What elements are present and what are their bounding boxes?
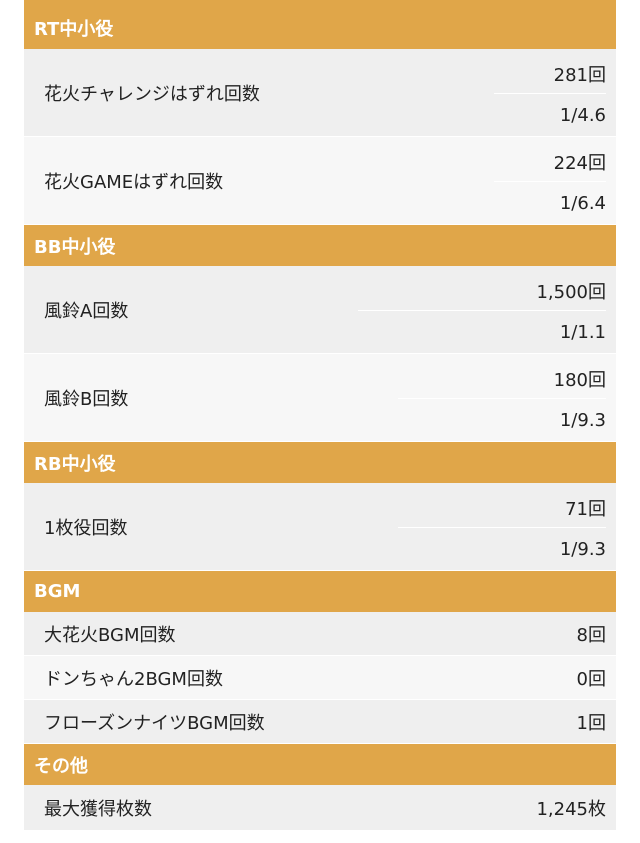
stat-count: 71回 — [565, 499, 606, 520]
stat-label: 最大獲得枚数 — [44, 798, 152, 820]
stat-probability: 1/1.1 — [559, 322, 606, 343]
stat-count: 1,500回 — [536, 282, 606, 303]
stat-label: 1枚役回数 — [44, 518, 128, 539]
stat-probability: 1/9.3 — [559, 410, 606, 431]
section-title: BB中小役 — [34, 236, 116, 258]
section-header-bgm: BGM — [24, 571, 616, 612]
stat-label: フローズンナイツBGM回数 — [44, 712, 265, 734]
stat-count: 281回 — [553, 65, 606, 86]
stat-label: 花火チャレンジはずれ回数 — [44, 84, 260, 105]
stats-panel: RT中小役 花火チャレンジはずれ回数 281回 1/4.6 花火GAMEはずれ回… — [24, 0, 616, 831]
section-title: その他 — [34, 755, 88, 777]
section-header-bb: BB中小役 — [24, 225, 616, 266]
section-title: RT中小役 — [34, 18, 114, 40]
section-header-rb: RB中小役 — [24, 442, 616, 483]
stat-label: ドンちゃん2BGM回数 — [44, 668, 223, 690]
stat-count: 1回 — [576, 712, 606, 734]
stat-count: 8回 — [576, 624, 606, 646]
stat-count: 180回 — [553, 370, 606, 391]
stat-label: 大花火BGM回数 — [44, 624, 176, 646]
stat-count: 1,245枚 — [536, 798, 606, 820]
stat-probability: 1/6.4 — [559, 193, 606, 214]
stat-label: 風鈴B回数 — [44, 389, 129, 410]
stat-label: 花火GAMEはずれ回数 — [44, 172, 224, 193]
value-divider — [398, 398, 606, 399]
value-divider — [494, 181, 606, 182]
stat-row-furin-b: 風鈴B回数 180回 1/9.3 — [24, 354, 616, 442]
value-divider — [358, 310, 606, 311]
stat-row-hanabi-game-miss: 花火GAMEはずれ回数 224回 1/6.4 — [24, 137, 616, 225]
stat-row-hanabi-challenge-miss: 花火チャレンジはずれ回数 281回 1/4.6 — [24, 49, 616, 137]
section-header-other: その他 — [24, 744, 616, 785]
stat-count: 0回 — [576, 668, 606, 690]
stat-count: 224回 — [553, 153, 606, 174]
stat-label: 風鈴A回数 — [44, 301, 129, 322]
stat-row-furin-a: 風鈴A回数 1,500回 1/1.1 — [24, 266, 616, 354]
stat-row-daihanabi-bgm: 大花火BGM回数 8回 — [24, 612, 616, 656]
section-title: RB中小役 — [34, 453, 116, 475]
stat-row-donchan2-bgm: ドンちゃん2BGM回数 0回 — [24, 656, 616, 700]
stat-row-max-payout: 最大獲得枚数 1,245枚 — [24, 785, 616, 831]
section-title: BGM — [34, 581, 81, 602]
section-header-rt: RT中小役 — [24, 0, 616, 49]
value-divider — [398, 527, 606, 528]
stat-row-1mai: 1枚役回数 71回 1/9.3 — [24, 483, 616, 571]
value-divider — [494, 93, 606, 94]
stat-probability: 1/9.3 — [559, 539, 606, 560]
stat-probability: 1/4.6 — [559, 105, 606, 126]
stat-row-frozen-nights-bgm: フローズンナイツBGM回数 1回 — [24, 700, 616, 744]
